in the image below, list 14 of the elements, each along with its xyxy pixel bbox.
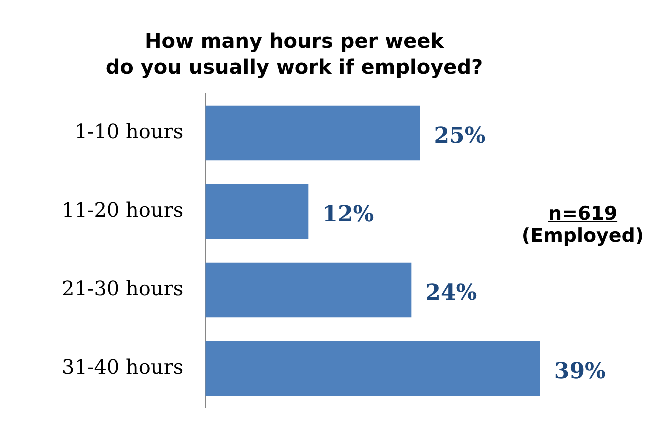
y-tick-label: 31-40 hours xyxy=(62,354,184,379)
y-tick-label: 1-10 hours xyxy=(74,119,184,144)
bar xyxy=(206,341,540,396)
bar xyxy=(206,184,309,240)
y-tick-label: 21-30 hours xyxy=(62,276,184,300)
data-label: 24% xyxy=(426,280,478,306)
data-label: 25% xyxy=(434,122,486,149)
data-label: 39% xyxy=(554,358,606,384)
bar xyxy=(206,106,420,161)
y-tick-label: 11-20 hours xyxy=(62,198,184,222)
chart-title: How many hours per week do you usually work if employed? xyxy=(106,29,484,80)
annotation: n=619 (Employed) xyxy=(520,203,646,247)
data-label: 12% xyxy=(322,201,374,228)
bar xyxy=(206,262,412,318)
